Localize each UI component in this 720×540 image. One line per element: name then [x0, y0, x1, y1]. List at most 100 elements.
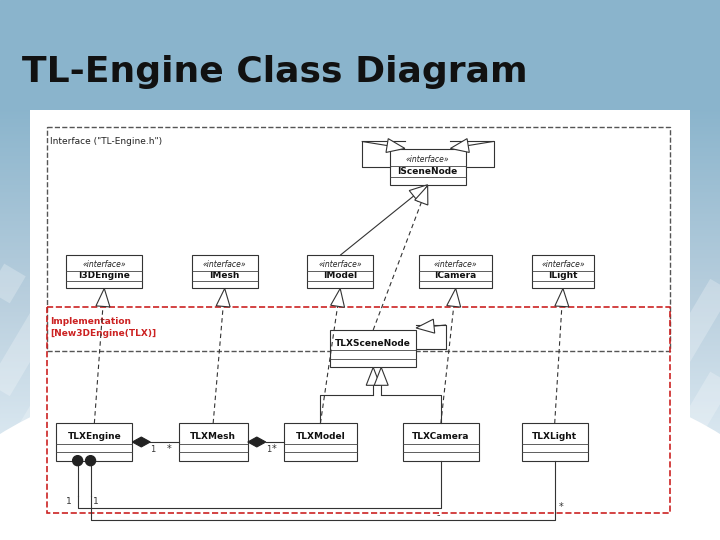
Bar [0, 299, 720, 300]
Polygon shape [132, 437, 150, 447]
Bar [0, 290, 720, 291]
Bar [0, 346, 720, 347]
Bar [0, 500, 720, 501]
Text: ICamera: ICamera [435, 271, 477, 280]
Bar [0, 354, 720, 355]
Bar [0, 476, 720, 477]
Bar [0, 2, 720, 3]
Bar [0, 357, 720, 358]
Bar [0, 318, 720, 319]
Bar [0, 418, 720, 419]
Bar [0, 292, 720, 293]
Bar [0, 383, 720, 384]
Bar [0, 0, 720, 1]
Bar [0, 190, 720, 191]
Bar [0, 408, 720, 409]
Bar [0, 81, 720, 82]
Bar [0, 392, 720, 393]
Bar [0, 333, 720, 334]
Bar [0, 257, 720, 258]
Bar [0, 63, 720, 64]
Bar [0, 225, 720, 226]
Bar [0, 415, 720, 416]
Bar [0, 84, 720, 85]
Bar [0, 371, 720, 372]
Bar [0, 149, 720, 150]
Bar [0, 326, 720, 327]
Bar [0, 221, 720, 222]
Bar [0, 51, 720, 52]
Bar [0, 332, 720, 333]
Bar [0, 14, 720, 15]
Bar [0, 232, 720, 233]
Bar [0, 110, 720, 111]
Bar [0, 230, 720, 231]
Bar [0, 344, 720, 345]
Bar [0, 274, 720, 275]
Bar [0, 249, 720, 250]
Bar [0, 48, 720, 49]
Text: IModel: IModel [323, 271, 357, 280]
Bar [0, 349, 720, 350]
Text: *: * [559, 502, 564, 512]
Bar [0, 458, 720, 459]
Bar [0, 488, 720, 489]
Bar [0, 219, 720, 220]
Bar [0, 505, 720, 506]
Bar [0, 140, 720, 141]
Bar [0, 206, 720, 207]
Bar [0, 42, 720, 43]
Bar [0, 38, 720, 39]
Bar [0, 210, 720, 211]
Bar [0, 364, 720, 365]
Text: «interface»: «interface» [434, 260, 477, 269]
Text: TLXEngine: TLXEngine [68, 432, 121, 441]
Bar [0, 492, 720, 493]
Ellipse shape [0, 350, 720, 540]
Bar [0, 483, 720, 484]
Bar [0, 407, 720, 408]
Bar [0, 259, 720, 260]
Bar [0, 436, 720, 437]
Bar [0, 75, 720, 76]
Bar [0, 184, 720, 185]
Bar [0, 209, 720, 210]
Bar [0, 482, 720, 483]
Bar [0, 154, 720, 155]
Bar [0, 262, 720, 263]
Bar [0, 19, 720, 20]
Bar [0, 468, 720, 469]
Bar [66, 255, 142, 288]
Bar [0, 21, 720, 22]
Bar [30, 110, 690, 525]
Bar [0, 194, 720, 195]
Polygon shape [366, 367, 380, 386]
Bar [0, 316, 720, 317]
Bar [0, 461, 720, 462]
Bar [0, 170, 720, 171]
Bar [0, 9, 720, 10]
Bar [0, 397, 720, 398]
Bar [0, 58, 720, 59]
Bar [0, 336, 720, 337]
Bar [0, 112, 720, 113]
Bar [0, 30, 720, 31]
Polygon shape [451, 139, 469, 152]
Bar [0, 93, 720, 94]
Polygon shape [415, 186, 428, 205]
Bar [47, 307, 670, 512]
Bar [0, 372, 720, 373]
Bar [0, 536, 720, 537]
Polygon shape [555, 288, 569, 307]
Bar [0, 496, 720, 497]
Bar [0, 394, 720, 395]
Bar [0, 247, 720, 248]
Bar [0, 164, 720, 165]
Bar [0, 109, 720, 110]
Bar [0, 85, 720, 86]
Polygon shape [416, 319, 435, 333]
Bar [0, 255, 720, 256]
Bar [0, 335, 720, 336]
Bar [0, 515, 720, 516]
Bar [0, 524, 720, 525]
